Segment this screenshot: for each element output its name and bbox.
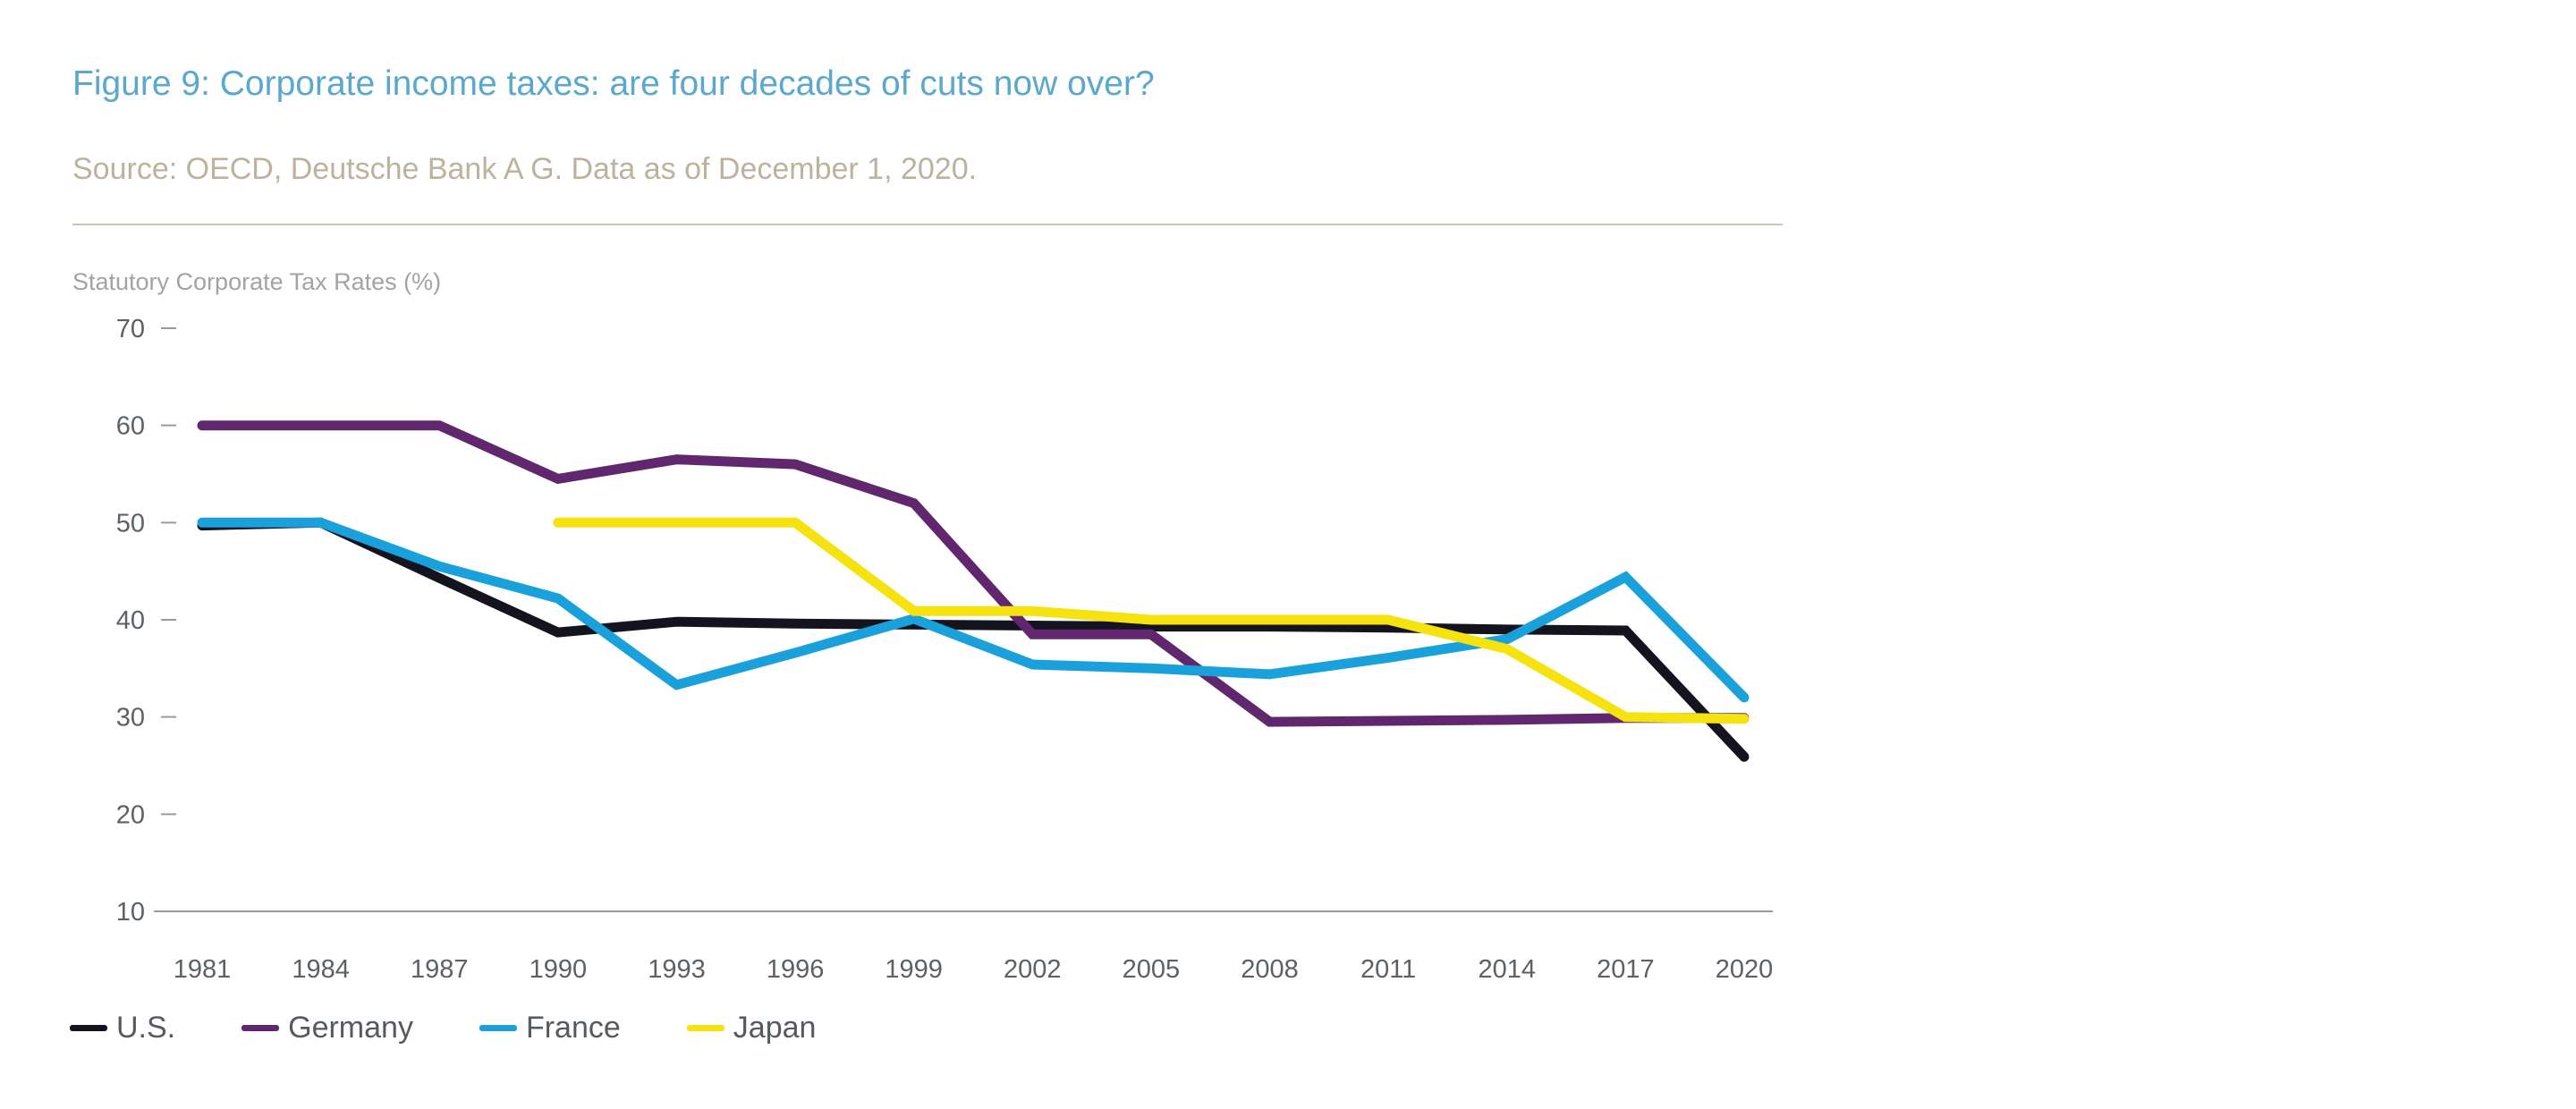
legend: U.S. Germany France Japan [70,1011,882,1046]
x-tick-label-1990: 1990 [530,955,588,984]
legend-swatch-japan [686,1025,724,1031]
y-axis-label: Statutory Corporate Tax Rates (%) [72,268,442,295]
y-tick-label-60: 60 [116,412,145,441]
x-tick-label-2008: 2008 [1241,955,1299,984]
legend-item-u-s: U.S. [70,1011,175,1046]
y-tick-label-20: 20 [116,800,145,829]
series-line-u-s [197,517,1750,762]
x-tick-label-2005: 2005 [1123,955,1181,984]
legend-swatch-u-s [70,1025,107,1031]
legend-item-japan: Japan [686,1011,817,1046]
y-tick-label-10: 10 [116,898,145,927]
y-tick-label-50: 50 [116,509,145,538]
legend-item-germany: Germany [242,1011,413,1046]
chart-source: Source: OECD, Deutsche Bank A G. Data as… [72,152,978,186]
x-tick-label-1993: 1993 [648,955,706,984]
x-tick-label-2011: 2011 [1360,955,1416,984]
chart-title: Figure 9: Corporate income taxes: are fo… [72,64,1155,103]
header-divider [72,224,1783,225]
x-tick-label-1999: 1999 [885,955,943,984]
legend-swatch-france [479,1025,517,1031]
x-tick-label-2014: 2014 [1479,955,1537,984]
series-line-germany [197,420,1750,727]
x-tick-label-2020: 2020 [1716,955,1774,984]
legend-label-japan: Japan [733,1011,817,1045]
y-tick-label-70: 70 [116,315,145,343]
x-tick-label-2017: 2017 [1597,955,1655,984]
legend-swatch-germany [242,1025,280,1031]
legend-label-france: France [525,1011,621,1045]
x-tick-label-1981: 1981 [174,955,232,984]
y-tick-label-30: 30 [116,704,145,732]
legend-label-germany: Germany [288,1011,413,1045]
legend-item-france: France [479,1011,621,1046]
x-tick-label-1987: 1987 [411,955,469,984]
x-tick-label-1996: 1996 [767,955,825,984]
x-tick-label-1984: 1984 [292,955,350,984]
legend-label-u-s: U.S. [116,1011,176,1045]
y-tick-label-40: 40 [116,606,145,635]
x-tick-label-2002: 2002 [1004,955,1062,984]
series-line-japan [553,517,1750,724]
